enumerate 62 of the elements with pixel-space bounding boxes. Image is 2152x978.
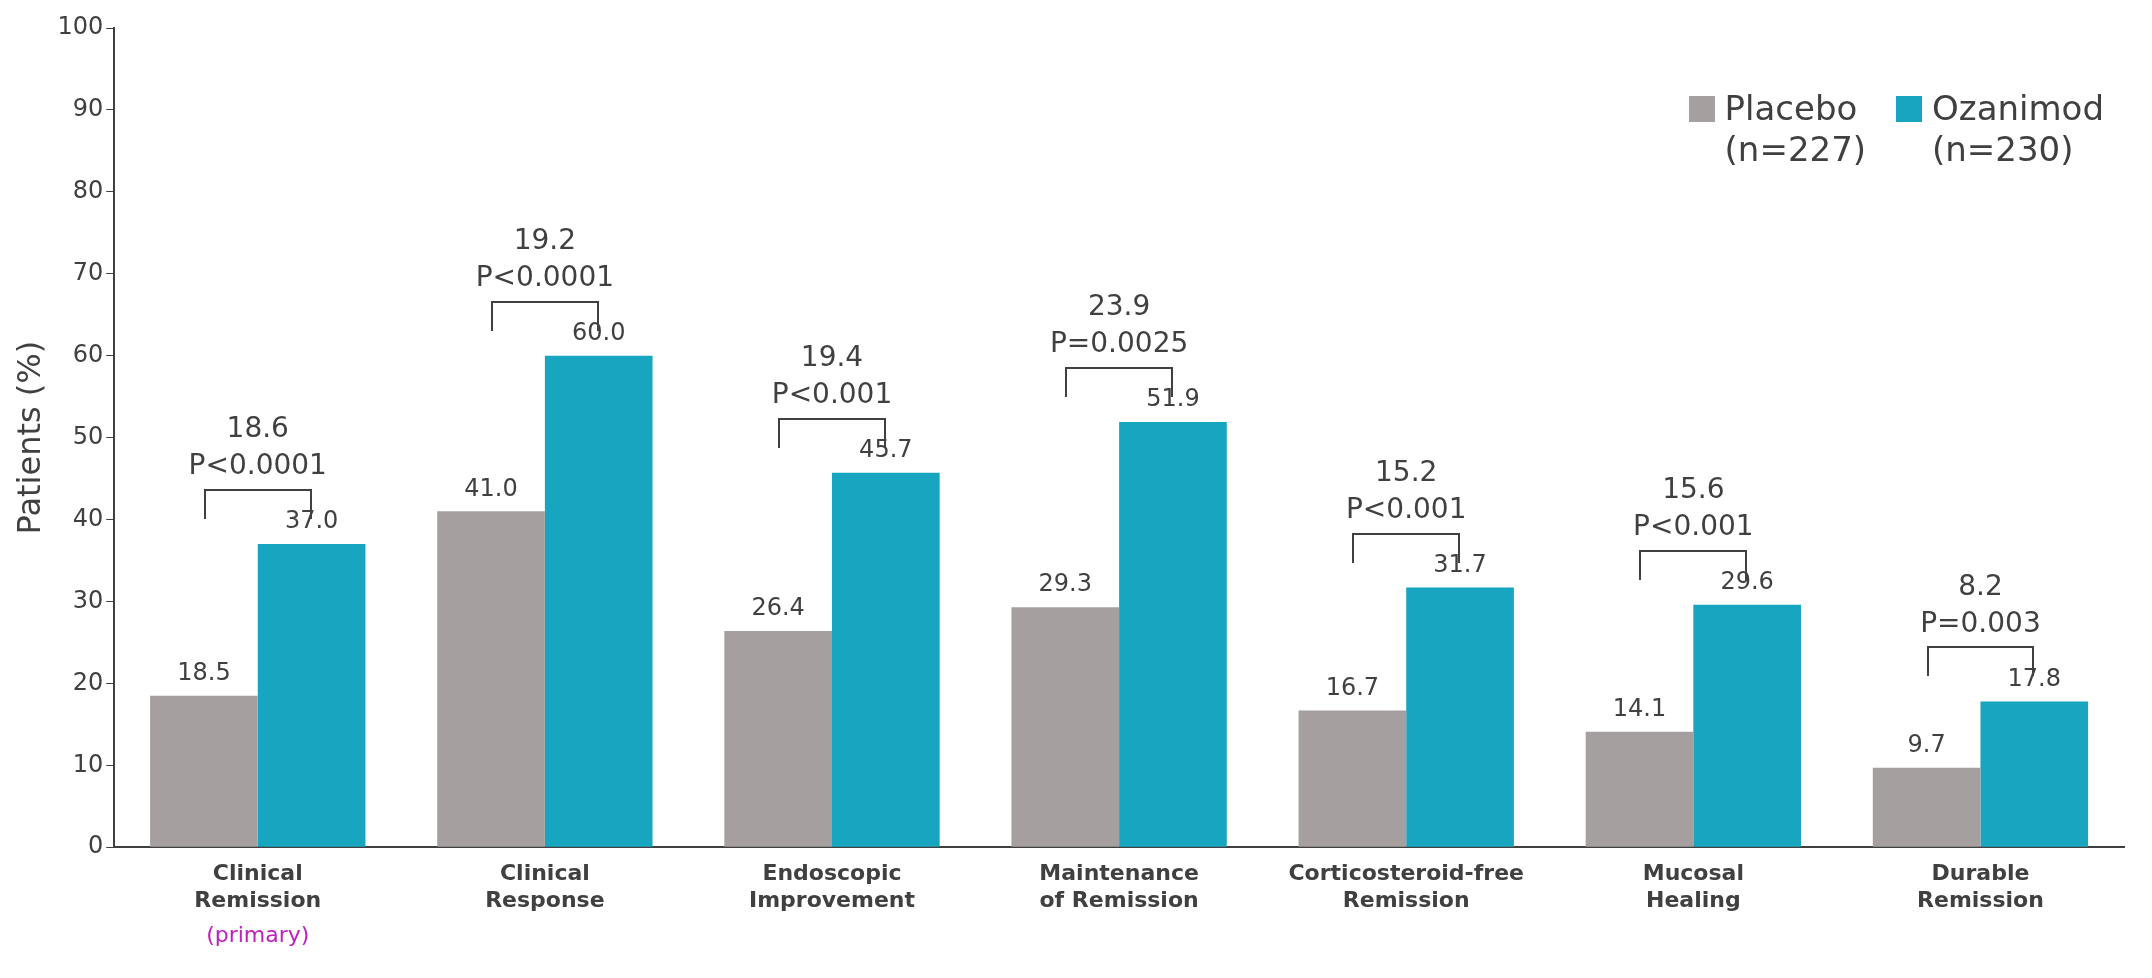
- annotation: 18.6: [226, 411, 289, 445]
- legend-label: Ozanimod (n=230): [1932, 88, 2104, 170]
- x-tick-label: Durable Remission: [1917, 860, 2044, 912]
- y-tick-label: 60: [72, 339, 104, 368]
- x-tick-label: Maintenance of Remission: [1039, 860, 1199, 912]
- y-tick-label: 40: [72, 503, 104, 532]
- y-tick-label: 70: [72, 257, 104, 286]
- y-tick-label: 90: [72, 94, 104, 123]
- y-tick-label: 10: [72, 749, 104, 778]
- legend-label: Placebo (n=227): [1724, 88, 1867, 170]
- bar: [544, 355, 653, 847]
- annotation: 19.4: [800, 340, 864, 374]
- x-tick-label: Corticosteroid-free Remission: [1288, 860, 1524, 912]
- y-tick-label: 0: [87, 831, 104, 860]
- annotation: P<0.001: [1345, 491, 1467, 525]
- bar: [1872, 767, 1981, 847]
- bar: [150, 695, 258, 847]
- bar: [1585, 731, 1694, 847]
- bar: [831, 472, 940, 847]
- annotation: P<0.0001: [188, 448, 327, 482]
- bar: [724, 630, 832, 847]
- annotation: P<0.001: [1633, 509, 1754, 542]
- annotation: P=0.0025: [1049, 326, 1189, 360]
- data-label: 31.7: [1433, 549, 1487, 578]
- data-label: 16.7: [1325, 672, 1380, 701]
- bar: [1011, 607, 1120, 847]
- data-label: 26.4: [751, 593, 805, 622]
- bar: [1298, 710, 1407, 847]
- x-tick-label: Clinical Remission: [194, 860, 322, 912]
- y-tick-label: 30: [72, 585, 104, 614]
- data-label: 60.0: [571, 317, 626, 346]
- data-label: 29.6: [1720, 566, 1774, 595]
- bar: [1406, 587, 1514, 847]
- data-label: 45.7: [859, 435, 913, 464]
- annotation: P=0.003: [1920, 605, 2041, 639]
- bar: [257, 544, 366, 847]
- data-label: 14.1: [1612, 693, 1667, 722]
- y-tick-label: 80: [72, 176, 104, 205]
- y-tick-label: 20: [72, 667, 104, 696]
- data-label: 51.9: [1146, 384, 1200, 413]
- data-label: 18.5: [177, 657, 231, 686]
- bar: [1693, 604, 1801, 847]
- y-tick-label: 50: [72, 421, 104, 450]
- annotation: 19.2: [513, 222, 577, 256]
- annotation: 23.9: [1087, 289, 1151, 323]
- text: (primary): [206, 921, 310, 947]
- data-label: 29.3: [1038, 569, 1092, 598]
- annotation: 15.6: [1662, 472, 1725, 505]
- y-tick-label: 100: [57, 12, 104, 41]
- annotation: 8.2: [1958, 568, 2003, 602]
- annotation: P<0.0001: [475, 259, 615, 293]
- bar: [437, 511, 545, 847]
- y-axis-title: Patients (%): [9, 340, 48, 535]
- x-tick-label: Endoscopic Improvement: [748, 860, 916, 912]
- x-tick-label: Clinical Response: [485, 860, 605, 912]
- annotation: 15.2: [1375, 454, 1438, 488]
- x-tick-label: Mucosal Healing: [1642, 860, 1744, 912]
- bar: [1119, 422, 1227, 847]
- data-label: 41.0: [464, 473, 518, 502]
- annotation: P<0.001: [771, 377, 893, 411]
- bar: [1980, 701, 2089, 847]
- data-label: 9.7: [1907, 729, 1946, 758]
